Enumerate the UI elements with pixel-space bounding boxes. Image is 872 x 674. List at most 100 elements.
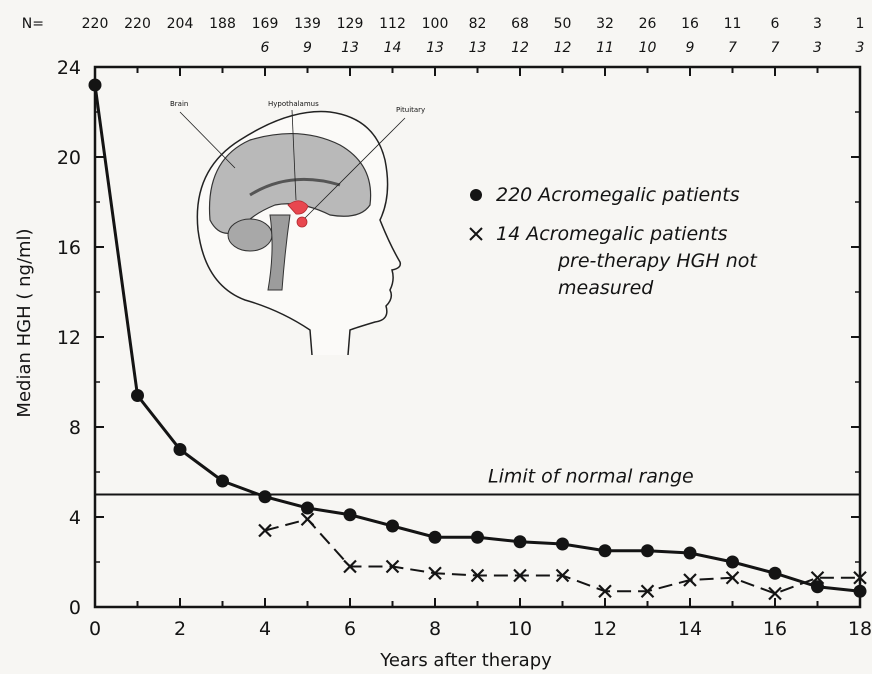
x-tick-label: 2 [174, 618, 186, 640]
series-1-point [88, 78, 102, 92]
patient-count-14: 13 [469, 40, 487, 56]
patient-count-220: 26 [639, 16, 657, 32]
series-2-point [258, 523, 272, 538]
series-2-point [810, 570, 825, 585]
series-2-point [470, 568, 485, 583]
patient-count-220: 220 [124, 16, 151, 32]
x-tick-label: 16 [763, 618, 787, 640]
series-2-point [343, 559, 357, 574]
series-1-point [131, 389, 144, 402]
hypothalamus-leader-line [291, 109, 297, 201]
patient-count-14: 10 [639, 40, 657, 56]
patient-count-14: 13 [341, 40, 359, 56]
y-tick-label: 24 [57, 57, 81, 79]
pituitary-leader-line [304, 117, 406, 219]
series-2-line [264, 518, 860, 595]
series-1-point [513, 535, 527, 549]
brain-diagram-inset: Brain Hypothalamus Pituitary [170, 100, 425, 356]
patient-counts-220: 220 220 204 188 169 139 129 112 100 82 68 50 32 26 16 1… [82, 16, 865, 32]
brain-stem-shape [267, 214, 291, 291]
series-1-point [683, 546, 697, 560]
patient-count-220: 16 [681, 16, 699, 32]
patient-count-220: 220 [82, 16, 109, 32]
y-tick-label: 0 [69, 597, 81, 619]
series-2-point [555, 568, 570, 583]
y-tick-label: 4 [69, 507, 81, 529]
patient-count-220: 1 [856, 16, 865, 32]
legend-label-series-2-line-3: measured [558, 277, 654, 299]
y-tick-label: 12 [57, 327, 81, 349]
series-1-point [428, 530, 442, 544]
n-prefix: N= [22, 16, 44, 32]
patient-count-14: 6 [261, 40, 270, 56]
hypothalamus-label: Hypothalamus [268, 100, 319, 108]
patient-count-220: 188 [209, 16, 236, 32]
series-2-point [300, 512, 315, 527]
corpus-callosum [249, 177, 341, 197]
brain-leader-line [179, 111, 236, 169]
x-tick-label: 8 [429, 618, 441, 640]
patient-count-220: 100 [422, 16, 449, 32]
patient-count-14: 14 [384, 40, 402, 56]
series-1-point [471, 530, 484, 544]
legend-label-series-2-line-2: pre-therapy HGH not [557, 250, 758, 272]
patient-count-220: 68 [511, 16, 529, 32]
series-2-point [598, 584, 612, 599]
patient-counts-14: 6 9 13 14 13 13 12 12 11 10 9 7 7 3 3 [261, 40, 865, 56]
x-tick-label: 10 [508, 618, 532, 640]
legend: 220 Acromegalic patients 14 Acromegalic … [469, 184, 758, 299]
normal-range-limit-label: Limit of normal range [488, 466, 694, 488]
series-1-point [853, 584, 867, 598]
series-1-point [768, 566, 782, 580]
x-tick-label: 4 [259, 618, 271, 640]
series-2-point [385, 559, 400, 574]
hypothalamus-highlight [287, 200, 309, 215]
series-1-point [343, 508, 357, 522]
legend-label-series-1: 220 Acromegalic patients [496, 184, 740, 206]
series-2-point [853, 570, 867, 585]
patient-count-14: 7 [728, 40, 737, 56]
series-1-point [726, 555, 739, 569]
x-axis-title: Years after therapy [379, 650, 552, 671]
x-tick-label: 18 [848, 618, 872, 640]
x-tick-label: 6 [344, 618, 356, 640]
y-axis-title: Median HGH ( ng/ml) [14, 228, 35, 417]
y-axis: 0 4 8 12 16 20 24 [57, 57, 860, 619]
patient-count-14: 12 [554, 40, 572, 56]
series-1-point [641, 544, 654, 558]
series-2-point [725, 570, 740, 585]
patient-count-14: 12 [511, 40, 529, 56]
patient-count-14: 3 [856, 40, 865, 56]
series-layer [88, 78, 867, 601]
series-2-point [683, 573, 697, 587]
patient-count-220: 32 [596, 16, 614, 32]
series-2-point [513, 568, 527, 583]
patient-count-14: 9 [303, 40, 312, 56]
patient-count-220: 139 [294, 16, 321, 32]
patient-count-220: 129 [337, 16, 364, 32]
x-tick-label: 0 [89, 618, 101, 640]
series-1-point [301, 501, 314, 515]
cerebellum-shape [227, 218, 273, 252]
y-tick-label: 8 [69, 417, 81, 439]
x-tick-label: 14 [678, 618, 702, 640]
series-1-point [386, 519, 399, 533]
series-2-point [640, 584, 655, 599]
series-1-point [258, 490, 272, 504]
x-tick-label: 12 [593, 618, 617, 640]
x-axis: 0 2 4 6 8 10 12 14 16 18 [89, 67, 872, 640]
y-tick-label: 16 [57, 237, 81, 259]
patient-count-14: 11 [596, 40, 614, 56]
pituitary-highlight [296, 216, 308, 228]
patient-count-220: 169 [252, 16, 279, 32]
series-2-point [768, 586, 782, 601]
series-1-line [93, 84, 861, 593]
patient-count-14: 9 [686, 40, 695, 56]
y-tick-label: 20 [57, 147, 81, 169]
series-2-point [428, 566, 442, 581]
pituitary-label: Pituitary [396, 106, 425, 114]
patient-count-220: 204 [167, 16, 194, 32]
legend-marker-x [469, 227, 483, 241]
patient-count-14: 13 [426, 40, 444, 56]
